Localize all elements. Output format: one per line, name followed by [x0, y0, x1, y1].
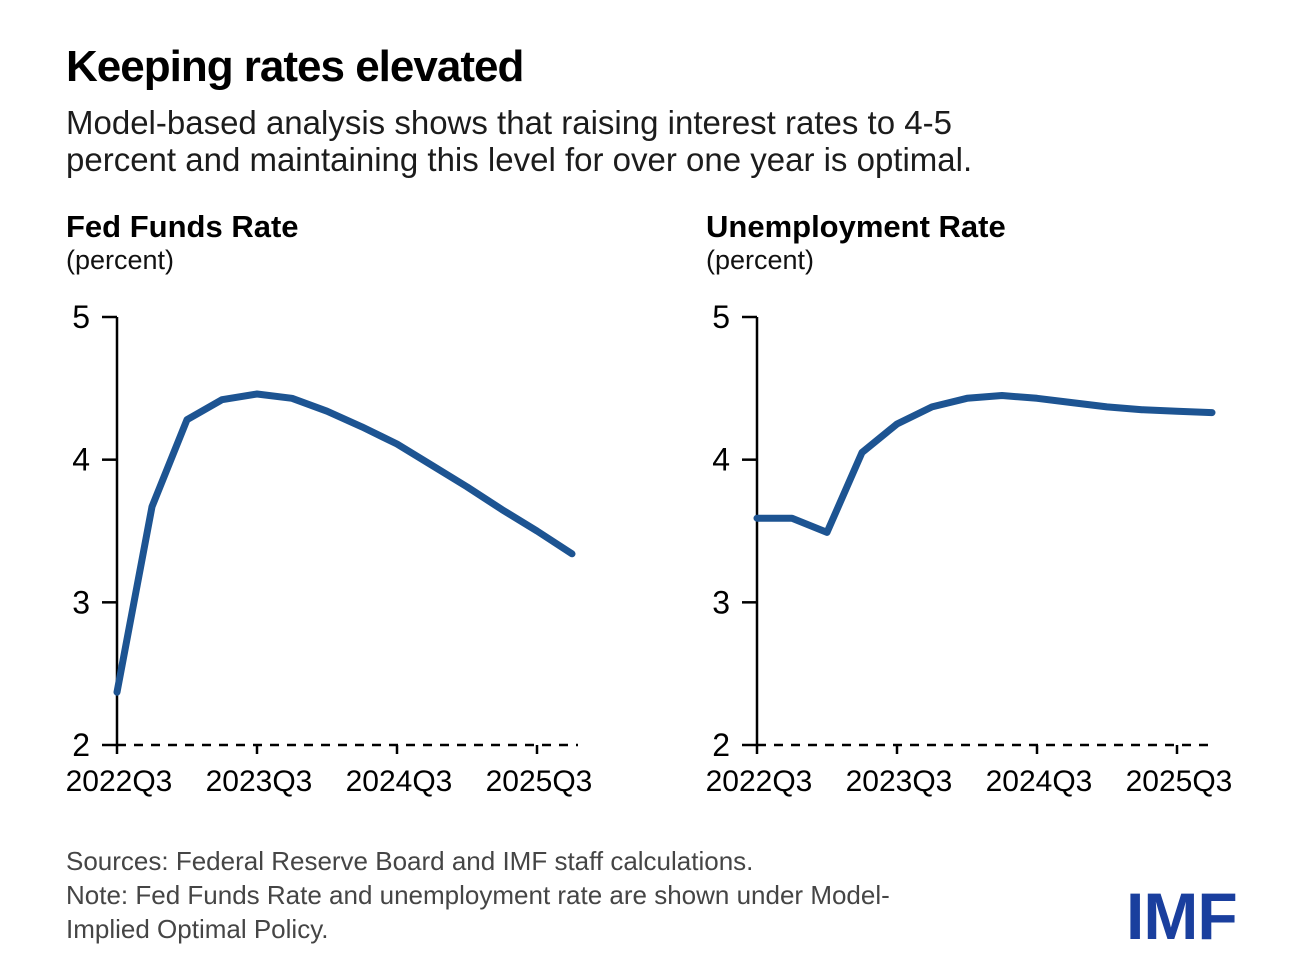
sources-line: Sources: Federal Reserve Board and IMF s… — [66, 846, 754, 876]
note-line2: Implied Optimal Policy. — [66, 914, 329, 944]
figure-subtitle-line2: percent and maintaining this level for o… — [66, 141, 973, 178]
figure-subtitle-line1: Model-based analysis shows that raising … — [66, 104, 952, 141]
right-chart-title: Unemployment Rate — [706, 209, 1006, 244]
x-tick-label: 2024Q3 — [986, 765, 1093, 798]
y-tick-label: 2 — [72, 727, 90, 763]
figure-title: Keeping rates elevated — [66, 42, 524, 91]
y-tick-label: 5 — [72, 299, 90, 335]
y-tick-label: 3 — [712, 584, 730, 620]
data-series-line — [753, 392, 1216, 536]
x-tick-label: 2023Q3 — [846, 765, 953, 798]
x-tick-label: 2023Q3 — [206, 765, 313, 798]
y-tick-label: 2 — [712, 727, 730, 763]
y-tick-label: 5 — [712, 299, 730, 335]
x-tick-label: 2022Q3 — [706, 765, 813, 798]
figure-footnote: Sources: Federal Reserve Board and IMF s… — [66, 844, 890, 946]
left-chart-unit-label: (percent) — [66, 245, 175, 275]
x-tick-label: 2025Q3 — [486, 765, 593, 798]
x-tick-label: 2024Q3 — [346, 765, 453, 798]
data-series-line — [113, 390, 576, 696]
figure-subtitle: Model-based analysis shows that raising … — [66, 104, 972, 178]
note-line1: Note: Fed Funds Rate and unemployment ra… — [66, 880, 890, 910]
x-tick-label: 2025Q3 — [1126, 765, 1233, 798]
imf-logo: IMF — [1126, 879, 1238, 953]
right-chart-unit-label: (percent) — [706, 245, 815, 275]
left-chart-title: Fed Funds Rate — [66, 209, 299, 244]
y-tick-label: 3 — [72, 584, 90, 620]
x-tick-label: 2022Q3 — [66, 765, 173, 798]
y-tick-label: 4 — [712, 442, 730, 478]
left-panel-header: Fed Funds Rate (percent) — [66, 210, 299, 276]
y-tick-label: 4 — [72, 442, 90, 478]
right-panel-header: Unemployment Rate (percent) — [706, 210, 1006, 276]
